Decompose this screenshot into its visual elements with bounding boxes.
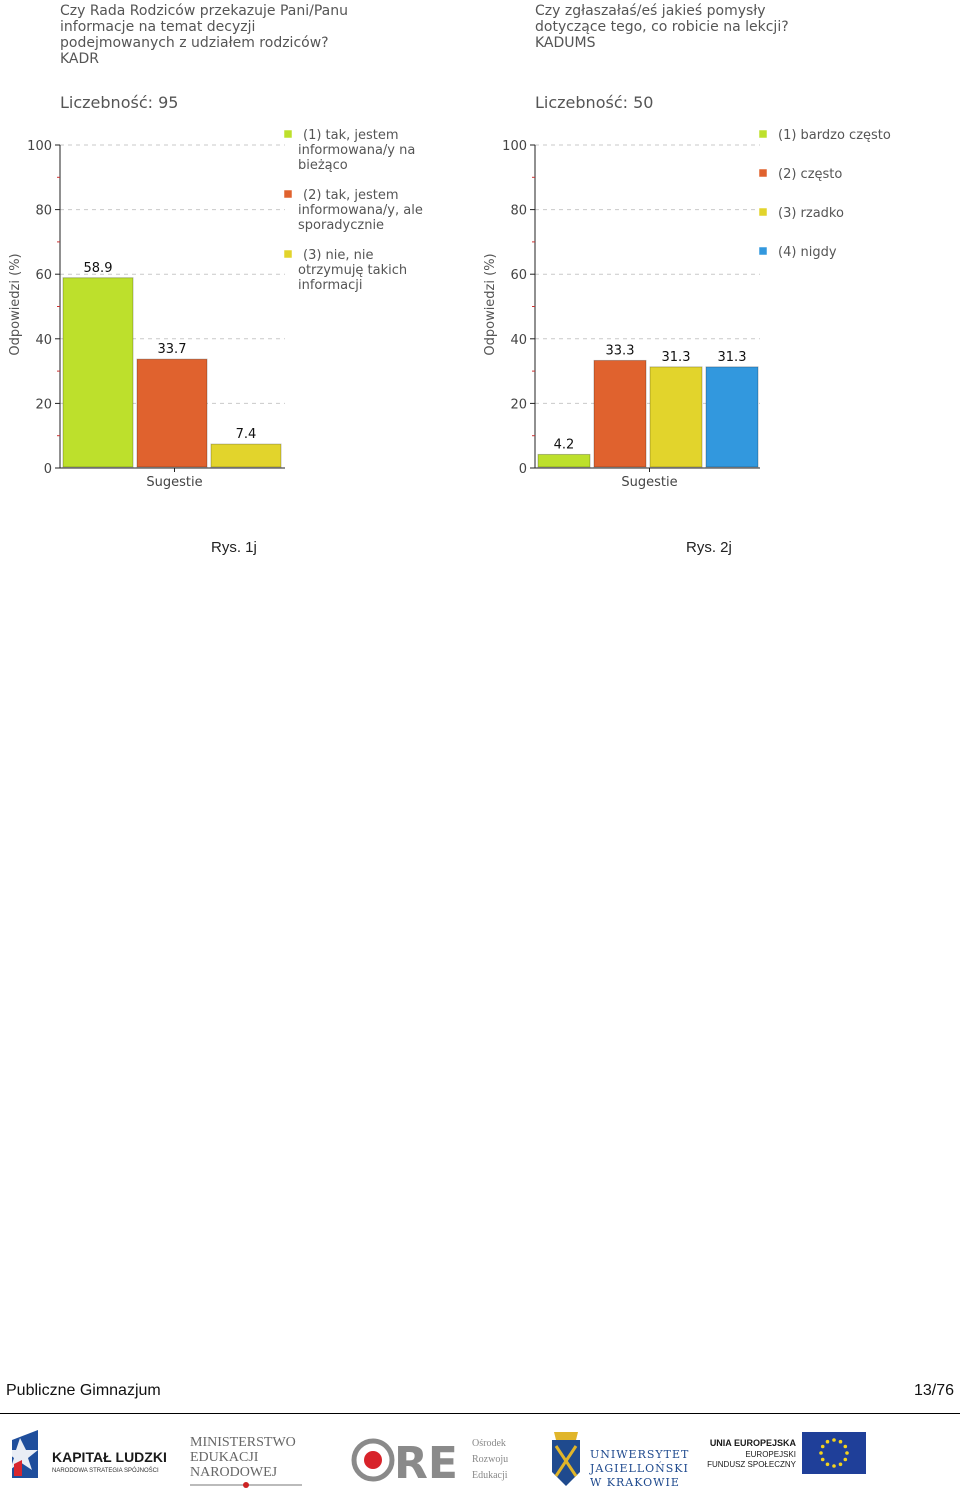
legend-label: (3) rzadko	[778, 206, 844, 221]
eu-star-icon	[820, 1444, 825, 1449]
chart-title-line: KADR	[60, 51, 99, 67]
chart-title-line: KADUMS	[535, 35, 596, 51]
ue-line-2: EUROPEJSKI	[745, 1450, 796, 1459]
legend-swatch	[283, 189, 293, 199]
bar-value-label: 58.9	[84, 261, 113, 276]
bar	[705, 366, 759, 468]
kapital-ludzki-logo: KAPITAŁ LUDZKI NARODOWA STRATEGIA SPÓJNO…	[4, 1430, 167, 1478]
bar	[62, 277, 134, 468]
ministerstwo-logo: MINISTERSTWO EDUKACJI NARODOWEJ	[190, 1435, 302, 1488]
legend-swatch	[758, 129, 768, 139]
ue-line-1: UNIA EUROPEJSKA	[710, 1438, 797, 1448]
ore-logo: RE Ośrodek Rozwoju Edukacji	[351, 1438, 508, 1489]
bar-value-label: 31.3	[718, 350, 747, 365]
chart-kadums: Czy zgłaszałaś/eś jakieś pomysłydotycząc…	[483, 3, 891, 490]
eu-star-icon	[838, 1462, 843, 1467]
bar	[136, 358, 208, 468]
chart-title-line: informacje na temat decyzji	[60, 19, 255, 35]
x-axis-label: Sugestie	[621, 475, 677, 490]
chart-title-line: dotyczące tego, co robicie na lekcji?	[535, 19, 789, 35]
figure-caption-1: Rys. 1j	[211, 539, 257, 556]
bar-value-label: 4.2	[554, 437, 575, 452]
uj-line-3: W KRAKOWIE	[590, 1476, 680, 1489]
legend-label: bieżąco	[298, 158, 348, 173]
legend-label: (2) często	[778, 167, 842, 182]
eu-star-icon	[819, 1451, 823, 1455]
y-tick-label: 0	[519, 462, 527, 477]
ue-logo: UNIA EUROPEJSKA EUROPEJSKI FUNDUSZ SPOŁE…	[707, 1432, 866, 1474]
y-tick-label: 100	[502, 139, 527, 154]
y-tick-label: 60	[35, 268, 52, 283]
y-tick-label: 40	[510, 333, 527, 348]
y-tick-label: 40	[35, 333, 52, 348]
ministerstwo-line-2: EDUKACJI	[190, 1450, 259, 1465]
eu-star-icon	[820, 1457, 825, 1462]
uj-logo: UNIWERSYTET JAGIELLOŃSKI W KRAKOWIE	[552, 1432, 689, 1489]
legend-label: (3) nie, nie	[303, 248, 374, 263]
legend-swatch	[283, 129, 293, 139]
chart-subtitle: Liczebność: 50	[535, 93, 653, 112]
eu-star-icon	[838, 1439, 843, 1444]
eu-star-icon	[843, 1457, 848, 1462]
legend-label: informowana/y na	[298, 143, 415, 158]
legend-label: otrzymuję takich	[298, 263, 407, 278]
y-tick-label: 80	[510, 204, 527, 219]
x-axis-label: Sugestie	[146, 475, 202, 490]
ore-line-2: Rozwoju	[472, 1454, 508, 1465]
footer-page-number: 13/76	[913, 1382, 954, 1399]
bar-value-label: 31.3	[662, 350, 691, 365]
ore-line-1: Ośrodek	[472, 1438, 506, 1449]
kapital-ludzki-subtitle: NARODOWA STRATEGIA SPÓJNOŚCI	[52, 1466, 159, 1474]
y-tick-label: 0	[44, 462, 52, 477]
bar	[210, 443, 282, 468]
bar-value-label: 33.3	[606, 343, 635, 358]
y-tick-label: 20	[510, 397, 527, 412]
legend-swatch	[758, 246, 768, 256]
eu-star-icon	[845, 1451, 849, 1455]
uj-line-1: UNIWERSYTET	[590, 1448, 689, 1461]
legend-label: informacji	[298, 278, 363, 293]
eu-star-icon	[832, 1464, 836, 1468]
chart-title-line: Czy zgłaszałaś/eś jakieś pomysły	[535, 3, 766, 19]
y-tick-label: 80	[35, 204, 52, 219]
legend-swatch	[758, 207, 768, 217]
legend-label: sporadycznie	[298, 218, 384, 233]
ore-line-3: Edukacji	[472, 1470, 508, 1481]
chart-subtitle: Liczebność: 95	[60, 93, 178, 112]
footer-school-name: Publiczne Gimnazjum	[6, 1382, 161, 1399]
bar	[537, 453, 591, 468]
ministerstwo-line-1: MINISTERSTWO	[190, 1435, 296, 1450]
legend-label: (2) tak, jestem	[303, 188, 399, 203]
bar-value-label: 33.7	[158, 342, 187, 357]
y-axis-label: Odpowiedzi (%)	[483, 253, 498, 355]
bar-value-label: 7.4	[236, 427, 257, 442]
ore-mark: RE	[394, 1438, 458, 1489]
legend-swatch	[758, 168, 768, 178]
kapital-ludzki-title: KAPITAŁ LUDZKI	[52, 1449, 167, 1465]
chart-title-line: podejmowanych z udziałem rodziców?	[60, 35, 329, 51]
chart-title-line: Czy Rada Rodziców przekazuje Pani/Panu	[60, 3, 348, 19]
sponsor-logos: KAPITAŁ LUDZKI NARODOWA STRATEGIA SPÓJNO…	[4, 1430, 866, 1489]
y-tick-label: 20	[35, 397, 52, 412]
chart-kadr: Czy Rada Rodziców przekazuje Pani/Panuin…	[8, 3, 423, 490]
eu-star-icon	[832, 1438, 836, 1442]
footer-divider	[0, 1413, 960, 1414]
legend-label: (4) nigdy	[778, 245, 837, 260]
legend-label: (1) bardzo często	[778, 128, 891, 143]
ministerstwo-line-3: NARODOWEJ	[190, 1465, 278, 1480]
uj-line-2: JAGIELLOŃSKI	[589, 1461, 689, 1475]
legend-swatch	[283, 249, 293, 259]
figure-caption-2: Rys. 2j	[686, 539, 732, 556]
eu-star-icon	[825, 1439, 830, 1444]
eu-star-icon	[843, 1444, 848, 1449]
y-tick-label: 60	[510, 268, 527, 283]
ue-line-3: FUNDUSZ SPOŁECZNY	[707, 1460, 797, 1469]
bar	[649, 366, 703, 468]
legend-label: (1) tak, jestem	[303, 128, 399, 143]
eu-star-icon	[825, 1462, 830, 1467]
y-axis-label: Odpowiedzi (%)	[8, 253, 23, 355]
bar	[593, 359, 647, 468]
legend-label: informowana/y, ale	[298, 203, 423, 218]
y-tick-label: 100	[27, 139, 52, 154]
